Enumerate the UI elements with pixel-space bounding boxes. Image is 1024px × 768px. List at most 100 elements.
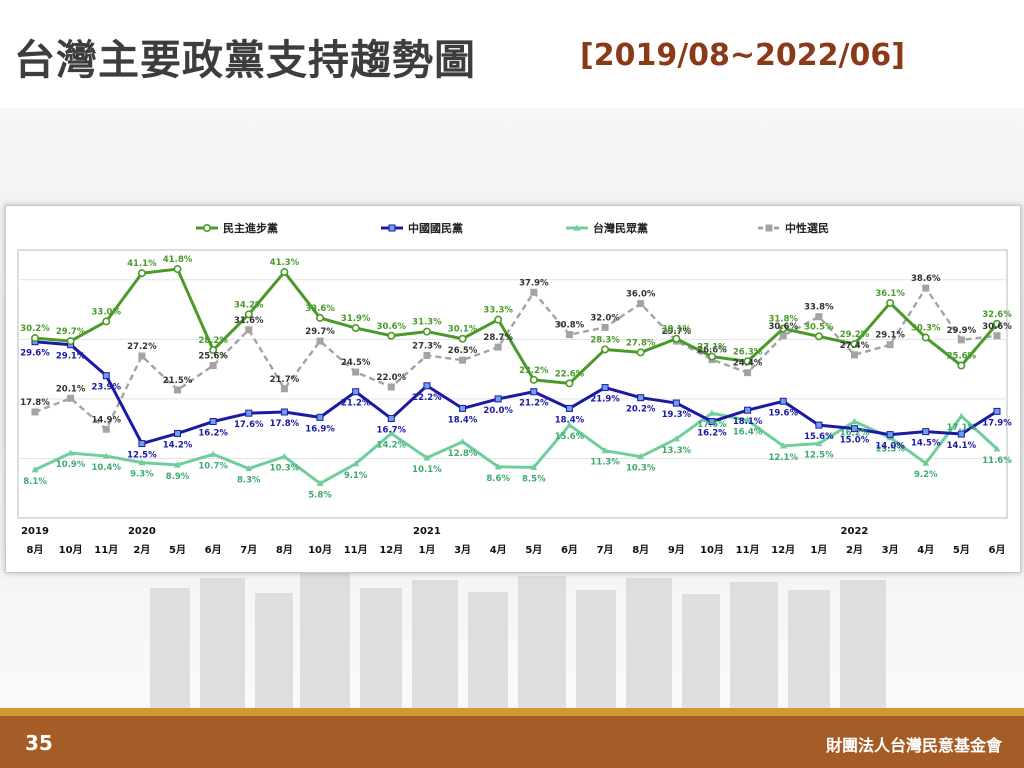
data-label-dpp: 30.5%: [804, 322, 834, 332]
axis-month-label: 11月: [344, 544, 368, 556]
axis-month-label: 8月: [276, 544, 293, 556]
organization-name: 財團法人台灣民意基金會: [825, 736, 1002, 755]
point-neutral: [494, 343, 502, 351]
data-label-dpp: 30.6%: [377, 322, 407, 332]
point-dpp: [387, 331, 396, 340]
data-label-kmt: 18.1%: [733, 417, 763, 427]
data-label-tpp: 8.6%: [486, 474, 510, 484]
axis-month-label: 2月: [846, 544, 863, 556]
legend-label-tpp: 台灣民眾黨: [593, 221, 648, 235]
point-tpp: [459, 438, 466, 445]
axis-month-label: 3月: [454, 544, 471, 556]
data-label-kmt: 14.1%: [947, 441, 977, 451]
point-tpp: [281, 453, 288, 460]
data-label-dpp: 33.6%: [305, 304, 335, 314]
point-tpp: [566, 421, 573, 428]
point-kmt: [815, 421, 823, 429]
data-label-tpp: 12.1%: [768, 453, 798, 463]
point-kmt: [708, 418, 716, 426]
axis-month-label: 1月: [418, 544, 435, 556]
point-tpp: [31, 466, 39, 473]
data-label-kmt: 29.1%: [56, 352, 86, 362]
point-dpp: [458, 334, 467, 343]
legend-label-kmt: 中國國民黨: [408, 221, 463, 235]
data-label-tpp: 17.1%: [947, 423, 977, 433]
data-label-dpp: 34.2%: [234, 300, 264, 310]
data-label-neutral: 17.8%: [20, 398, 50, 408]
data-label-tpp: 10.4%: [92, 463, 122, 473]
point-dpp: [672, 334, 681, 343]
axis-month-label: 5月: [953, 544, 970, 556]
point-dpp: [66, 337, 75, 346]
point-dpp: [316, 313, 325, 322]
data-label-neutral: 21.7%: [270, 375, 300, 385]
data-label-dpp: 33.0%: [92, 307, 122, 317]
point-neutral: [387, 383, 395, 391]
point-dpp: [173, 265, 182, 274]
point-tpp: [387, 429, 395, 437]
series-line-neutral: [34, 286, 998, 431]
point-tpp: [494, 463, 502, 470]
data-label-kmt: 16.2%: [198, 429, 228, 439]
point-tpp: [209, 450, 217, 457]
data-label-neutral: 26.6%: [697, 346, 727, 356]
point-tpp: [67, 449, 75, 456]
point-kmt: [459, 404, 467, 412]
axis-month-label: 11月: [94, 544, 118, 556]
point-tpp: [601, 447, 609, 454]
chart-container: 民主進步黨 中國國民黨 台灣民眾黨 中性選民 17.8% 20.1% 14.9% 27.2% 2…: [5, 205, 1021, 573]
point-dpp: [850, 340, 859, 349]
data-label-dpp: 33.3%: [483, 306, 513, 316]
data-label-neutral: 29.7%: [662, 327, 692, 337]
data-label-neutral: 29.7%: [305, 327, 335, 337]
point-tpp: [245, 464, 253, 472]
data-label-tpp: 10.1%: [412, 465, 442, 475]
data-label-tpp: 11.6%: [982, 456, 1012, 466]
point-dpp: [30, 334, 39, 343]
axis-month-label: 12月: [379, 544, 403, 556]
data-label-tpp: 9.1%: [344, 471, 368, 481]
point-tpp: [851, 417, 858, 425]
data-label-tpp: 17.6%: [697, 420, 727, 430]
point-neutral: [280, 385, 288, 393]
point-neutral: [530, 288, 538, 296]
point-kmt: [387, 415, 395, 423]
axis-year-label: 2022: [841, 526, 869, 537]
data-label-dpp: 31.9%: [341, 314, 371, 324]
data-label-dpp: 26.3%: [733, 347, 763, 357]
page-title: 台灣主要政黨支持趨勢圖: [14, 36, 476, 84]
axis-month-label: 6月: [205, 544, 222, 556]
point-tpp: [637, 453, 645, 460]
data-label-kmt: 16.7%: [377, 426, 407, 436]
point-kmt: [245, 409, 253, 417]
point-kmt: [993, 407, 1001, 415]
point-dpp: [422, 327, 431, 336]
point-dpp: [137, 269, 146, 278]
point-tpp: [352, 460, 360, 467]
point-neutral: [102, 425, 110, 433]
point-dpp: [494, 315, 503, 324]
data-label-kmt: 17.6%: [234, 420, 264, 430]
data-label-tpp: 8.9%: [166, 472, 190, 482]
data-label-dpp: 36.1%: [875, 289, 905, 299]
point-neutral: [779, 332, 787, 340]
data-label-dpp: 41.3%: [270, 258, 300, 268]
data-label-neutral: 33.8%: [804, 303, 834, 313]
point-dpp: [921, 333, 930, 342]
data-label-neutral: 21.5%: [163, 376, 193, 386]
data-label-dpp: 30.1%: [448, 325, 478, 335]
data-label-kmt: 14.2%: [163, 440, 193, 450]
data-label-neutral: 29.9%: [947, 326, 977, 336]
data-label-dpp: 27.8%: [626, 338, 656, 348]
axis-month-label: 10月: [308, 544, 332, 556]
data-label-neutral: 27.3%: [412, 341, 442, 351]
legend-marker-dpp: [203, 223, 212, 232]
data-label-neutral: 27.2%: [127, 342, 157, 352]
point-kmt: [565, 404, 573, 412]
data-label-kmt: 18.4%: [555, 415, 585, 425]
point-dpp: [886, 299, 895, 308]
data-label-tpp: 8.3%: [237, 476, 261, 486]
point-neutral: [209, 362, 217, 370]
axis-month-label: 11月: [736, 544, 760, 556]
point-dpp: [209, 346, 218, 355]
